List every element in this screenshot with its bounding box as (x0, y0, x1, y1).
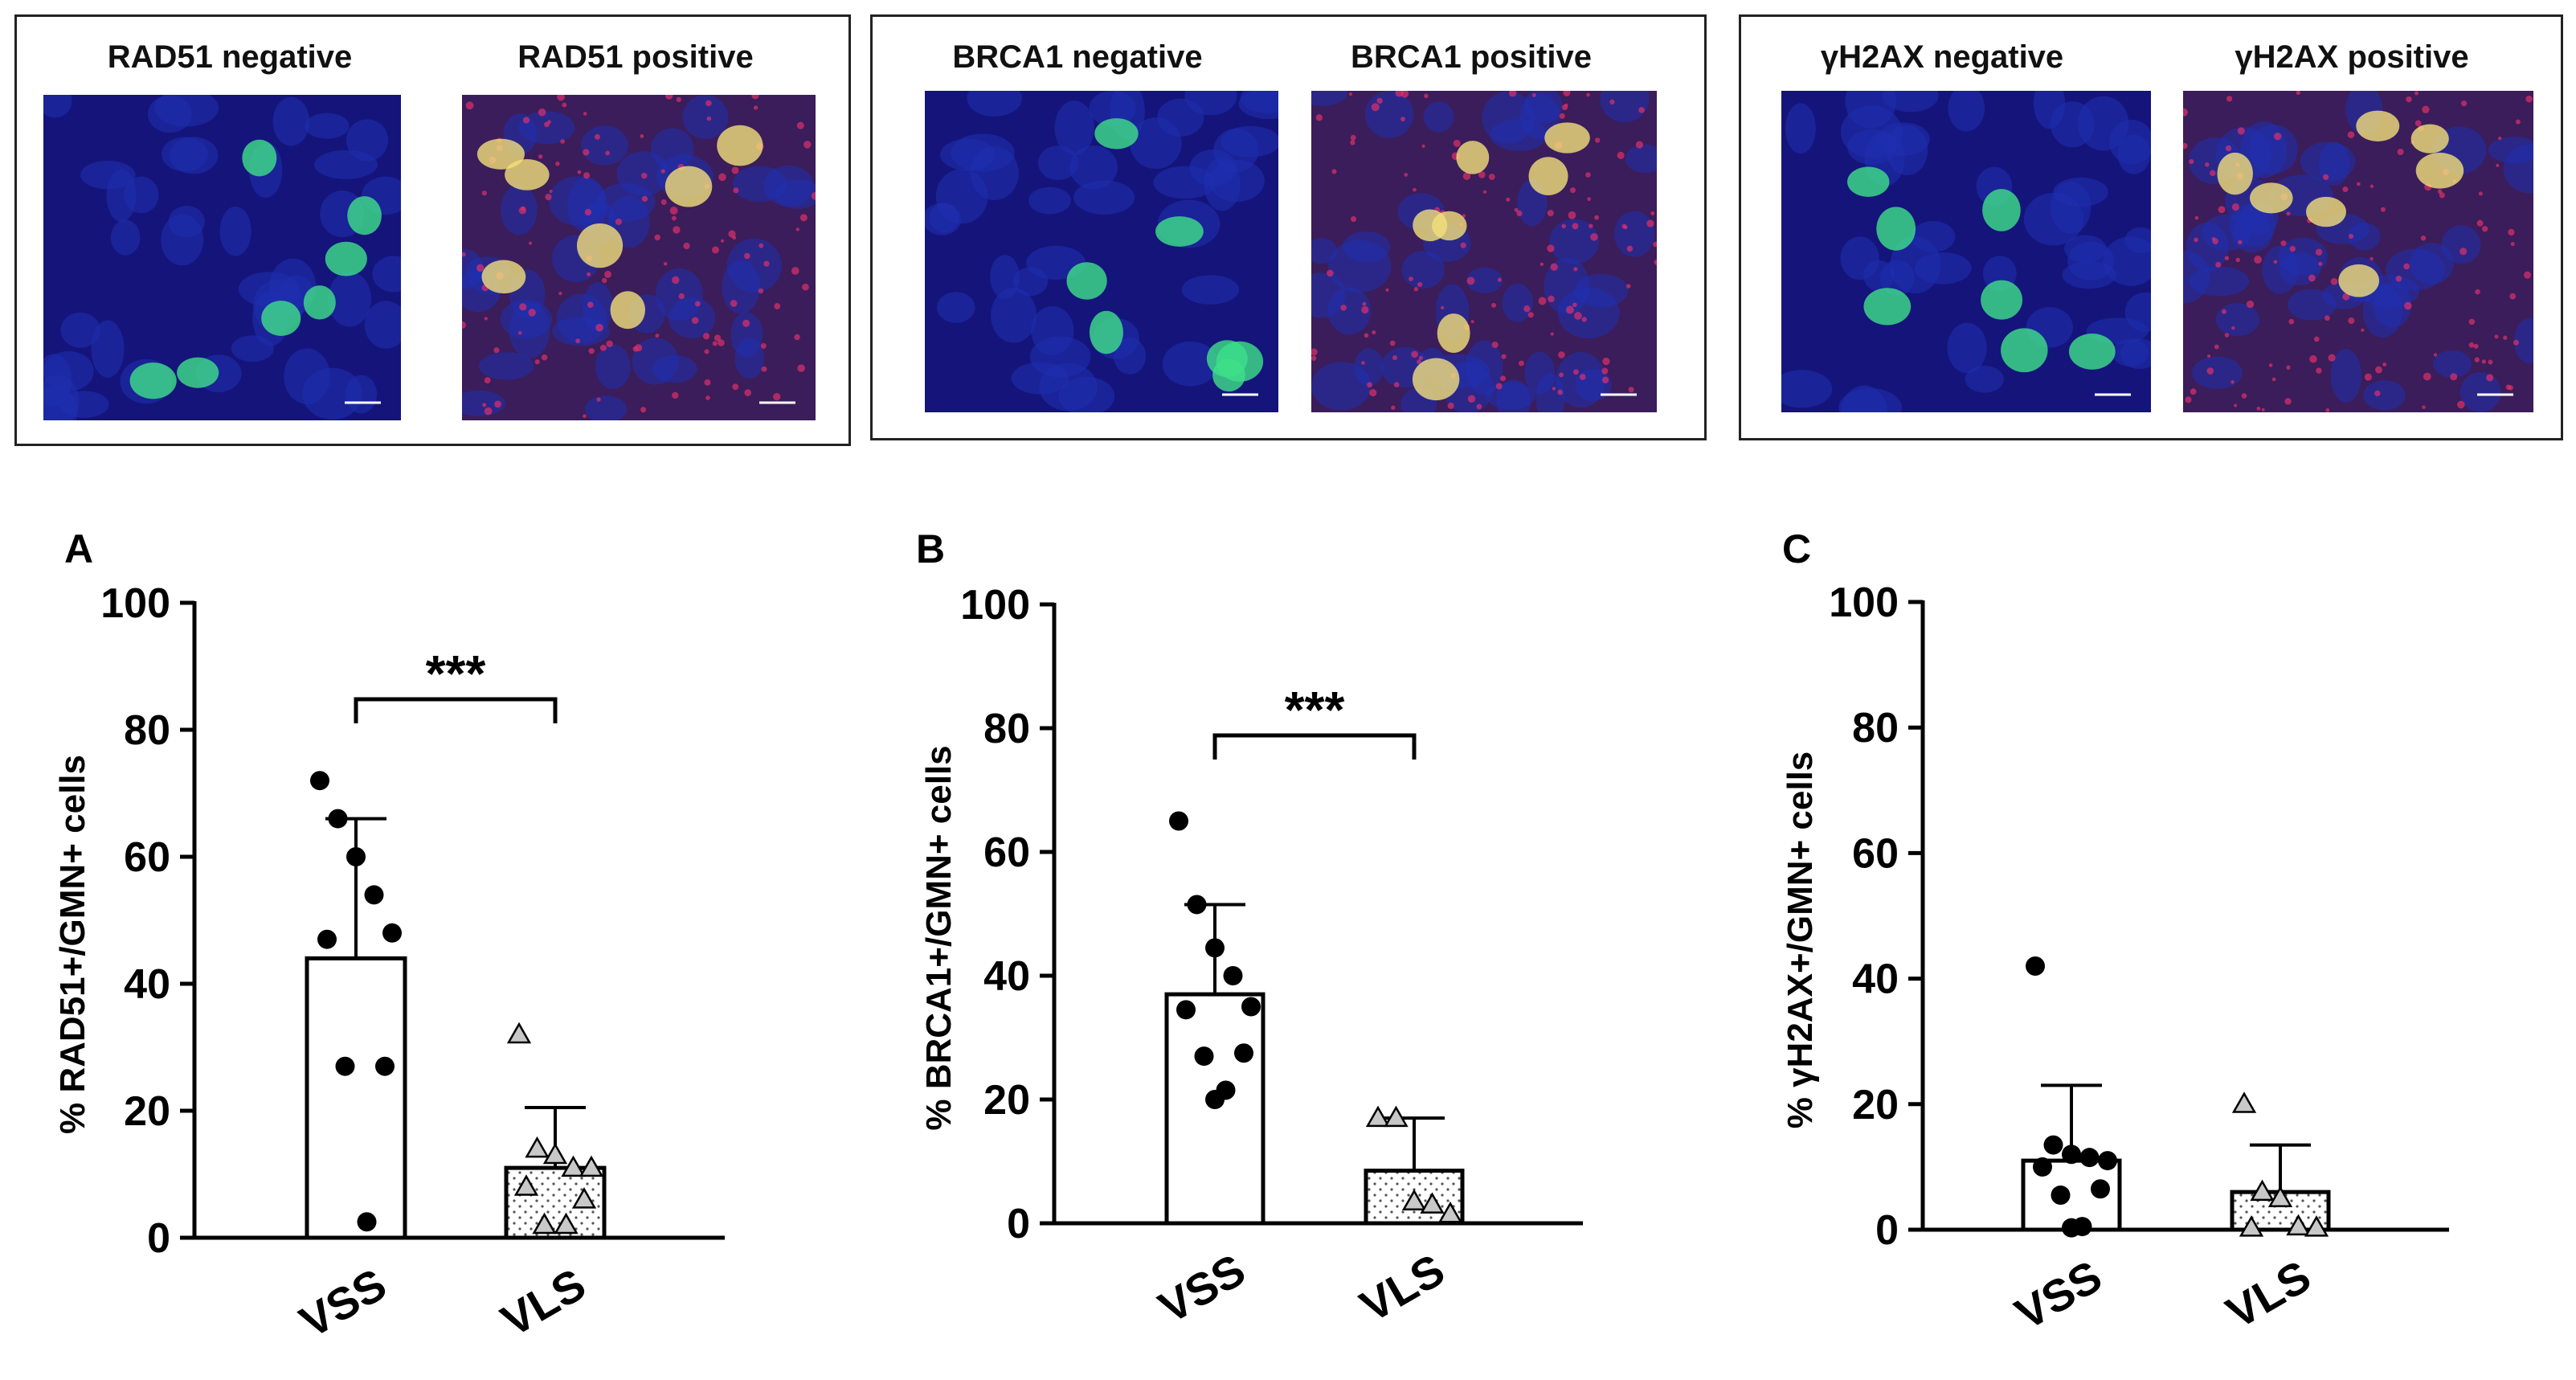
chart-b-y-tick-label: 100 (960, 582, 1030, 629)
chart-a-point-vss (317, 929, 337, 949)
chart-b-point-vss (1223, 966, 1243, 985)
chart-b-category-label-vls: VLS (1351, 1244, 1453, 1332)
chart-a-y-tick-label: 100 (100, 580, 170, 627)
micrograph-panel-rad51: RAD51 negative RAD51 positive (14, 14, 851, 446)
chart-a-category-label-vss: VSS (291, 1259, 395, 1348)
chart-b-y-tick-label: 20 (983, 1077, 1030, 1124)
chart-a-point-vss (335, 1056, 355, 1076)
chart-a-point-vss (364, 885, 384, 905)
chart-a-bar-vss (305, 956, 407, 1240)
chart-c-point-vls (2304, 1215, 2329, 1237)
chart-a-y-tick-label: 0 (147, 1215, 170, 1262)
chart-b-point-vss (1205, 938, 1225, 958)
chart-b-category-label-vss: VSS (1150, 1244, 1253, 1333)
chart-a-point-vls (513, 1174, 539, 1196)
chart-a-y-tick-label: 40 (124, 961, 170, 1008)
micrograph-image-gh2ax-negative (1781, 91, 2151, 412)
chart-a-point-vls (561, 1155, 586, 1177)
micrograph-image-brca1-positive (1311, 91, 1657, 412)
micrograph-image-rad51-positive (462, 95, 816, 420)
chart-b-significance-label: *** (1285, 681, 1345, 739)
chart-c-point-vss (2051, 1185, 2071, 1206)
chart-c-y-tick-label: 60 (1852, 830, 1899, 877)
chart-a-point-vls (579, 1155, 604, 1177)
chart-b-point-vls (1437, 1201, 1463, 1223)
chart-c-y-tick-label: 0 (1875, 1207, 1899, 1254)
chart-c-point-vss (2079, 1148, 2100, 1168)
chart-a-panel-letter: A (64, 526, 93, 571)
chart-a-y-axis-label: % RAD51+/GMN+ cells (53, 755, 92, 1134)
chart-c-point-vss (2043, 1135, 2063, 1155)
chart-a-point-vls (542, 1142, 568, 1165)
micrograph-image-gh2ax-positive (2183, 91, 2533, 412)
micrograph-title-brca1-positive: BRCA1 positive (1350, 39, 1593, 75)
chart-c-point-vss (2098, 1151, 2117, 1171)
micrograph-panel-brca1: BRCA1 negative BRCA1 positive (870, 14, 1707, 440)
chart-a-point-vss (382, 923, 402, 943)
chart-a-point-vls (554, 1212, 579, 1235)
micrograph-image-brca1-negative (925, 91, 1278, 412)
chart-b-point-vss (1169, 811, 1188, 831)
chart-a-point-vss (375, 1056, 395, 1076)
chart-b-bar-vss (1164, 992, 1266, 1226)
chart-b-significance-bracket (1212, 733, 1417, 760)
chart-a-point-vss (328, 809, 348, 829)
micrograph-image-rad51-negative (43, 95, 401, 420)
chart-c-point-vls (2239, 1215, 2264, 1237)
chart-b-point-vss (1176, 1000, 1196, 1020)
chart-a-significance-label: *** (426, 645, 486, 702)
micrograph-panel-gh2ax: γH2AX negative γH2AX positive (1739, 14, 2563, 440)
chart-b-y-tick-label: 80 (983, 706, 1030, 752)
chart-c-y-tick-label: 100 (1829, 579, 1899, 626)
chart-c-point-vss (2026, 956, 2045, 976)
chart-a-point-vss (357, 1212, 377, 1232)
chart-c-y-tick-label: 40 (1852, 956, 1899, 1003)
micrograph-title-gh2ax-negative: γH2AX negative (1820, 39, 2064, 75)
chart-b-y-tick-label: 40 (983, 953, 1030, 1000)
chart-b-point-vss (1205, 1090, 1225, 1109)
chart-c-point-vss (2062, 1218, 2081, 1238)
chart-c-category-label-vss: VSS (2006, 1251, 2110, 1340)
chart-a-point-vls (525, 1136, 550, 1158)
chart-c-point-vss (2062, 1145, 2081, 1165)
chart-c-y-axis-label: % γH2AX+/GMN+ cells (1781, 751, 1820, 1129)
chart-a-point-vss (346, 847, 366, 866)
chart-b-point-vls (1420, 1192, 1445, 1214)
chart-a-point-vls (532, 1212, 557, 1235)
chart-a-y-tick-label: 20 (124, 1088, 170, 1135)
chart-b-panel-letter: B (916, 526, 945, 571)
chart-c-panel-letter: C (1782, 526, 1811, 571)
chart-b-y-tick-label: 0 (1007, 1201, 1030, 1247)
chart-b-point-vls (1384, 1105, 1409, 1128)
chart-a-point-vss (310, 771, 329, 791)
chart-a-point-vls (571, 1187, 597, 1209)
chart-c-point-vss (2091, 1179, 2110, 1199)
chart-c-category-label-vls: VLS (2218, 1251, 2319, 1338)
chart-c-point-vls (2250, 1179, 2275, 1202)
chart-a-significance-bracket (354, 697, 558, 723)
chart-b-y-axis-label: % BRCA1+/GMN+ cells (919, 745, 959, 1130)
chart-a-point-vls (506, 1022, 532, 1044)
chart-b-point-vss (1194, 1046, 1214, 1067)
micrograph-title-rad51-positive: RAD51 positive (517, 39, 754, 75)
chart-a-y-tick-label: 60 (124, 834, 170, 881)
chart-b-point-vls (1365, 1105, 1391, 1128)
micrograph-title-brca1-negative: BRCA1 negative (952, 39, 1203, 75)
micrograph-title-gh2ax-positive: γH2AX positive (2235, 39, 2469, 75)
chart-a-y-tick-label: 80 (124, 707, 170, 754)
chart-c-point-vls (2267, 1185, 2293, 1207)
chart-b-y-tick-label: 60 (983, 829, 1030, 876)
chart-c-point-vls (2231, 1091, 2257, 1113)
chart-c-y-tick-label: 20 (1852, 1082, 1899, 1128)
micrograph-title-rad51-negative: RAD51 negative (107, 39, 353, 75)
chart-c-y-tick-label: 80 (1852, 705, 1899, 751)
chart-c-point-vls (2286, 1214, 2311, 1236)
chart-b-point-vss (1234, 1043, 1253, 1063)
chart-c-point-vss (2033, 1157, 2052, 1177)
chart-a-category-label-vls: VLS (493, 1259, 594, 1346)
chart-b-point-vss (1187, 895, 1207, 915)
chart-b-point-vls (1401, 1189, 1427, 1211)
chart-b-point-vss (1241, 997, 1261, 1017)
